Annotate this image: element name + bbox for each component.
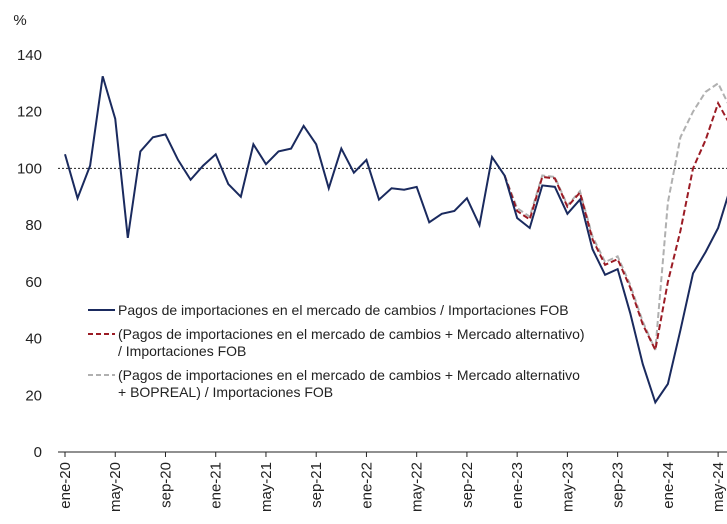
x-tick-label: sep-21 bbox=[308, 462, 325, 508]
x-tick-label: ene-21 bbox=[208, 462, 225, 509]
x-tick-label: may-21 bbox=[258, 462, 275, 512]
legend-label: (Pagos de importaciones en el mercado de… bbox=[118, 367, 580, 400]
y-tick-label: 100 bbox=[17, 160, 42, 177]
series-line bbox=[503, 81, 727, 351]
y-tick-label: 140 bbox=[17, 47, 42, 64]
legend-item: (Pagos de importaciones en el mercado de… bbox=[88, 367, 588, 401]
x-tick-label: ene-22 bbox=[358, 462, 375, 509]
y-tick-label: 60 bbox=[25, 274, 42, 291]
series-line bbox=[64, 75, 727, 405]
legend-swatch bbox=[88, 333, 115, 335]
y-tick-label: 40 bbox=[25, 331, 42, 348]
x-tick-label: ene-20 bbox=[57, 462, 74, 509]
x-tick-label: ene-24 bbox=[660, 462, 677, 509]
x-tick-label: may-20 bbox=[107, 462, 124, 512]
y-tick-label: 0 bbox=[34, 444, 42, 461]
y-axis-label: % bbox=[13, 12, 26, 29]
legend: Pagos de importaciones en el mercado de … bbox=[88, 302, 588, 408]
y-tick-label: 120 bbox=[17, 104, 42, 121]
legend-label: Pagos de importaciones en el mercado de … bbox=[118, 302, 569, 318]
series-line bbox=[503, 100, 727, 354]
legend-item: (Pagos de importaciones en el mercado de… bbox=[88, 326, 588, 360]
x-tick-label: may-23 bbox=[559, 462, 576, 512]
legend-swatch bbox=[88, 309, 115, 311]
x-tick-label: sep-22 bbox=[459, 462, 476, 508]
y-tick-label: 80 bbox=[25, 217, 42, 234]
x-tick-label: may-24 bbox=[710, 462, 727, 512]
x-tick-label: sep-23 bbox=[610, 462, 627, 508]
legend-label: (Pagos de importaciones en el mercado de… bbox=[118, 326, 585, 359]
legend-swatch bbox=[88, 374, 115, 376]
x-tick-label: may-22 bbox=[409, 462, 426, 512]
y-tick-label: 20 bbox=[25, 387, 42, 404]
x-tick-label: ene-23 bbox=[509, 462, 526, 509]
legend-item: Pagos de importaciones en el mercado de … bbox=[88, 302, 588, 319]
x-tick-label: sep-20 bbox=[157, 462, 174, 508]
